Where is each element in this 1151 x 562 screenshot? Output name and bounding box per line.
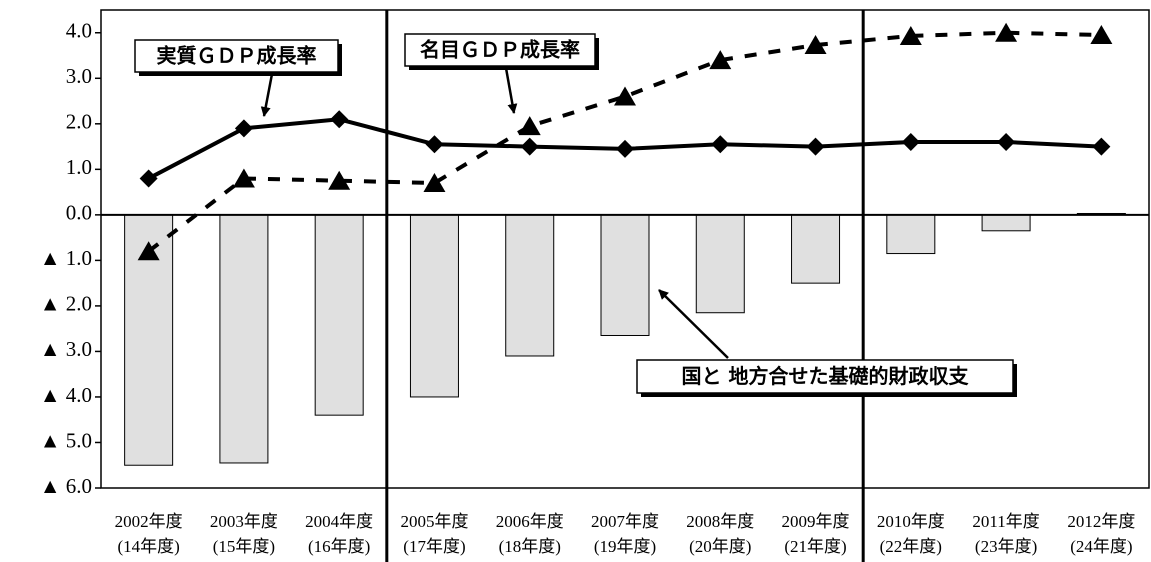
series-label: 実質ＧＤＰ成長率 [157, 44, 317, 68]
y-tick-label: 2.0 [66, 110, 92, 134]
marker [520, 137, 539, 156]
x-tick-label: 2009年度 [782, 512, 850, 531]
marker [425, 135, 444, 154]
x-tick-label: (14年度) [117, 537, 179, 556]
label-box [134, 39, 339, 73]
y-tick-label: ▲ 6.0 [40, 474, 92, 498]
marker [709, 50, 732, 70]
x-tick-label: (20年度) [689, 537, 751, 556]
arrow [658, 289, 729, 359]
marker [234, 119, 253, 138]
marker [804, 35, 827, 55]
label-box [404, 33, 596, 67]
marker [518, 116, 541, 136]
x-tick-label: (21年度) [784, 537, 846, 556]
y-tick-label: 0.0 [66, 201, 92, 225]
marker [1092, 137, 1111, 156]
marker [997, 133, 1016, 152]
y-tick-label: ▲ 2.0 [40, 292, 92, 316]
bar [695, 214, 745, 314]
x-tick-label: 2007年度 [591, 512, 659, 531]
y-tick-label: 4.0 [66, 19, 92, 43]
x-tick-label: 2008年度 [686, 512, 754, 531]
x-tick-label: (19年度) [594, 537, 656, 556]
bar [886, 214, 936, 255]
marker [1090, 25, 1113, 45]
x-tick-label: 2012年度 [1067, 512, 1135, 531]
marker [232, 168, 255, 188]
y-tick-label: ▲ 1.0 [40, 246, 92, 270]
marker [614, 86, 636, 106]
y-tick-label: ▲ 3.0 [40, 337, 92, 361]
series-label: 国と 地方合せた基礎的財政収支 [682, 364, 970, 388]
x-tick-label: (17年度) [403, 537, 465, 556]
bar [505, 214, 555, 357]
bar [791, 214, 841, 284]
x-tick-label: (16年度) [308, 537, 370, 556]
arrow [260, 73, 274, 117]
arrow [504, 67, 518, 114]
bar [600, 214, 650, 336]
x-tick-label: (24年度) [1070, 537, 1132, 556]
plot-frame [100, 9, 1150, 489]
marker [137, 241, 160, 261]
x-tick-label: 2010年度 [877, 512, 945, 531]
x-tick-label: (23年度) [975, 537, 1037, 556]
x-tick-label: (22年度) [880, 537, 942, 556]
bar [219, 214, 269, 464]
marker [423, 172, 446, 192]
x-tick-label: (15年度) [213, 537, 275, 556]
marker [330, 110, 349, 129]
x-tick-label: 2005年度 [400, 512, 468, 531]
bar [981, 214, 1031, 232]
marker [806, 137, 825, 156]
marker [901, 133, 920, 152]
marker [328, 170, 351, 190]
marker [616, 139, 634, 158]
x-tick-label: 2006年度 [496, 512, 564, 531]
bar [314, 214, 364, 416]
line-series [147, 30, 1102, 253]
y-tick-label: 3.0 [66, 64, 92, 88]
series-label: 名目ＧＤＰ成長率 [420, 38, 580, 62]
x-tick-label: (18年度) [499, 537, 561, 556]
y-tick-label: ▲ 5.0 [40, 428, 92, 452]
label-box [636, 359, 1014, 394]
x-tick-label: 2003年度 [210, 512, 278, 531]
marker [995, 22, 1018, 42]
x-tick-label: 2002年度 [115, 512, 183, 531]
marker [899, 25, 922, 45]
x-tick-label: 2011年度 [972, 512, 1039, 531]
y-tick-label: ▲ 4.0 [40, 383, 92, 407]
bar [409, 214, 459, 398]
marker [139, 169, 158, 188]
x-tick-label: 2004年度 [305, 512, 373, 531]
marker [711, 135, 730, 154]
y-tick-label: 1.0 [66, 155, 92, 179]
